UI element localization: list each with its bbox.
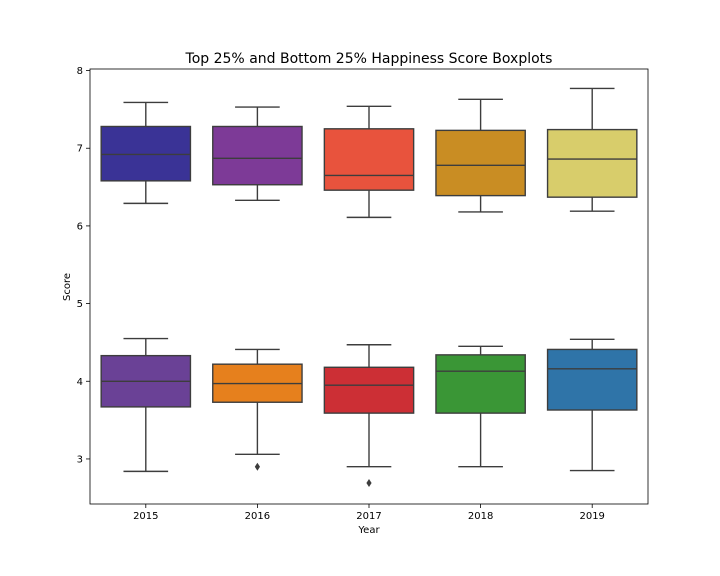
box-2016 (212, 106, 303, 201)
box-2015 (100, 101, 192, 205)
iqr-box (435, 354, 526, 414)
y-tick-label: 5 (77, 299, 83, 310)
iqr-box (323, 128, 415, 191)
box-2019 (546, 338, 638, 472)
box-2015 (100, 337, 192, 473)
box-2019 (546, 87, 638, 212)
iqr-box (212, 125, 303, 186)
outlier-marker (254, 462, 260, 471)
chart-title: Top 25% and Bottom 25% Happiness Score B… (185, 51, 553, 67)
iqr-box (435, 129, 526, 197)
x-tick-label: 2016 (245, 511, 270, 522)
x-tick-label: 2018 (468, 511, 493, 522)
box-2017 (323, 105, 415, 219)
x-tick-label: 2017 (356, 511, 381, 522)
y-tick-label: 8 (77, 66, 83, 77)
y-tick-label: 4 (77, 377, 83, 388)
x-tick-label: 2019 (579, 511, 604, 522)
x-axis: 2015 2016 2017 2018 2019 (133, 504, 605, 522)
y-tick-label: 6 (77, 221, 83, 232)
y-axis: 3 4 5 6 7 8 (77, 66, 90, 465)
y-tick-label: 3 (77, 454, 83, 465)
box-2017 (323, 344, 415, 488)
iqr-box (100, 125, 192, 182)
y-axis-label: Score (62, 273, 73, 301)
x-axis-label: Year (357, 525, 380, 536)
box-2018 (435, 345, 526, 468)
outlier-marker (366, 479, 372, 488)
y-tick-label: 7 (77, 144, 83, 155)
box-2018 (435, 98, 526, 213)
boxes (100, 87, 638, 488)
iqr-box (323, 366, 415, 414)
iqr-box (546, 348, 638, 411)
iqr-box (546, 128, 638, 198)
x-tick-label: 2015 (133, 511, 158, 522)
box-2016 (212, 348, 303, 471)
